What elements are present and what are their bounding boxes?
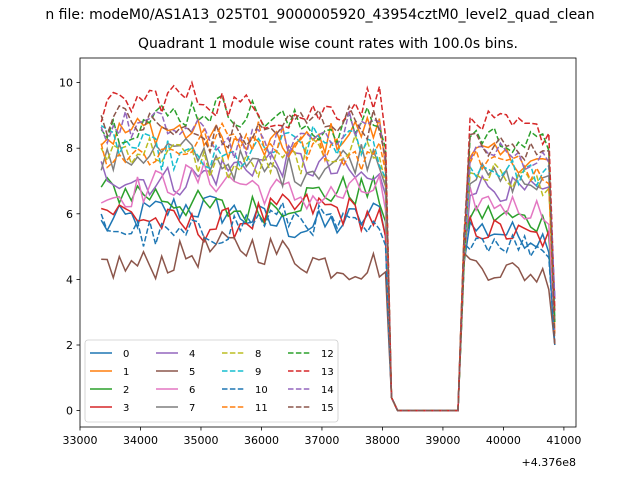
series-line-0	[100, 195, 556, 412]
series-line-6	[100, 159, 556, 412]
series-line-11	[100, 121, 556, 412]
plot-frame	[79, 57, 577, 428]
series-line-3	[100, 192, 556, 412]
legend-label-15: 15	[321, 403, 334, 414]
y-tick-label: 10	[59, 77, 73, 90]
y-tick-label: 8	[66, 142, 73, 155]
chart-title: Quadrant 1 module wise count rates with …	[138, 36, 518, 52]
x-tick-label: 33000	[63, 434, 98, 447]
legend-label-6: 6	[189, 385, 195, 396]
series-line-5	[101, 230, 556, 412]
series-lines	[100, 80, 556, 412]
x-tick-label: 36000	[244, 434, 279, 447]
legend-label-2: 2	[123, 385, 129, 396]
legend-label-3: 3	[123, 403, 129, 414]
x-tick-label: 39000	[425, 434, 460, 447]
x-offset-text: +4.376e8	[522, 456, 576, 469]
series-line-15	[100, 104, 556, 412]
legend-label-9: 9	[255, 367, 261, 378]
legend-label-4: 4	[189, 349, 195, 360]
x-tick-label: 38000	[365, 434, 400, 447]
legend-label-14: 14	[321, 385, 334, 396]
legend-label-13: 13	[321, 367, 334, 378]
series-line-13	[100, 80, 556, 412]
series-line-2	[100, 174, 556, 412]
legend-label-0: 0	[123, 349, 129, 360]
series-line-12	[100, 94, 556, 412]
legend-label-12: 12	[321, 349, 334, 360]
legend-label-5: 5	[189, 367, 195, 378]
series-line-9	[100, 124, 556, 412]
legend-label-7: 7	[189, 403, 195, 414]
legend-label-10: 10	[255, 385, 268, 396]
legend-label-8: 8	[255, 349, 261, 360]
suptitle: n file: modeM0/AS1A13_025T01_9000005920_…	[45, 7, 595, 23]
x-tick-label: 34000	[123, 434, 158, 447]
y-tick-label: 4	[66, 273, 73, 286]
y-tick-label: 2	[66, 339, 73, 352]
y-tick-label: 6	[66, 208, 73, 221]
series-line-10	[100, 200, 556, 412]
y-tick-label: 0	[66, 405, 73, 418]
x-tick-label: 37000	[304, 434, 339, 447]
x-tick-label: 35000	[183, 434, 218, 447]
x-tick-label: 41000	[546, 434, 581, 447]
legend-box	[84, 339, 339, 423]
x-tick-label: 40000	[486, 434, 521, 447]
legend-label-11: 11	[255, 403, 268, 414]
axes: 33000 34000 35000 36000 37000 38000 39000 40000…	[59, 57, 581, 469]
legend-label-1: 1	[123, 367, 129, 378]
series-line-8	[100, 132, 556, 412]
